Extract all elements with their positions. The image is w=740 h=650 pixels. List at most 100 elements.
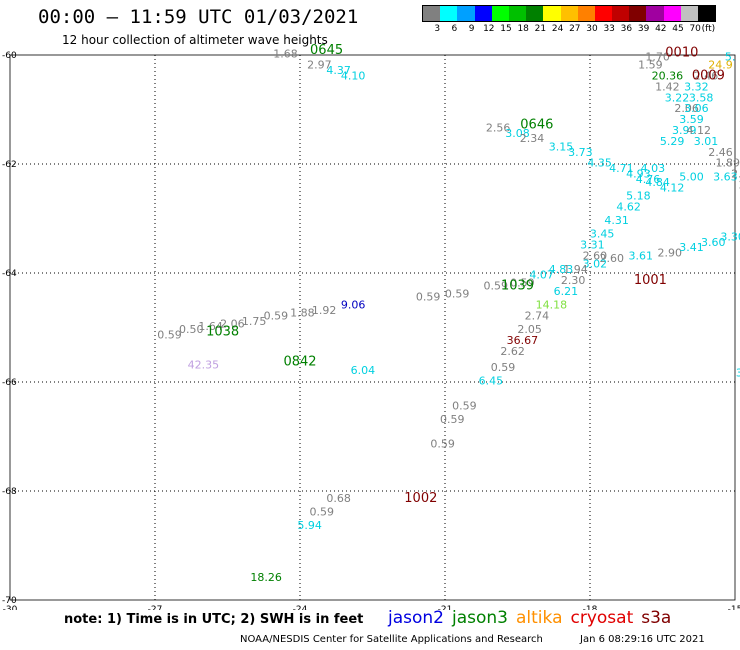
wave-height-label: 2.06 (674, 102, 699, 115)
legend-label: 36 (620, 24, 633, 34)
wave-height-label: 0.59 (430, 437, 455, 450)
wave-height-label: 0.59 (491, 361, 516, 374)
wave-height-label: 0.59 (310, 506, 335, 519)
color-legend: 3 6 9 12 15 18 21 24 27 30 33 36 39 42 45 70 (ft) (422, 5, 717, 38)
legend-label: 39 (637, 24, 650, 34)
wave-height-label: 3.15 (549, 140, 574, 153)
wave-height-label: 4.12 (687, 124, 712, 137)
wave-height-label: 3.06 (684, 102, 709, 115)
wave-height-label: 2.30 (561, 274, 586, 287)
legend-labels: 3 6 9 12 15 18 21 24 27 30 33 36 39 42 45 70 (ft) (422, 24, 716, 38)
wave-height-label: 18.26 (250, 571, 282, 584)
legend-swatch (491, 6, 509, 21)
lat-tick-label: -68 (2, 487, 17, 497)
legend-label: 9 (468, 24, 475, 34)
wave-height-label: 3.58 (689, 91, 714, 104)
lon-tick-label: -21 (438, 605, 453, 610)
wave-height-label: 6.21 (554, 285, 579, 298)
wave-height-label: 0.50 (179, 323, 204, 336)
map-subtitle: 12 hour collection of altimeter wave hei… (62, 33, 328, 47)
wave-height-label: 4.71 (609, 162, 634, 175)
satellite-label: jason3 (452, 608, 508, 628)
legend-swatch (508, 6, 527, 21)
pass-time-label: 0645 (310, 43, 343, 58)
lon-tick-label: -15 (728, 605, 740, 610)
wave-height-label: 1.42 (655, 80, 680, 93)
wave-height-label: 0.59 (157, 328, 182, 341)
wave-height-label: 4.03 (641, 162, 666, 175)
wave-height-label: 4.31 (604, 214, 629, 227)
wave-height-label: 0.59 (264, 309, 289, 322)
legend-label: 45 (672, 24, 684, 34)
wave-height-label: 3.45 (590, 228, 615, 241)
legend-swatch (457, 6, 475, 21)
wave-height-label: 36.67 (507, 334, 539, 347)
pass-time-label: 1002 (404, 491, 437, 506)
legend-swatch (577, 6, 595, 21)
wave-height-label: 2.62 (500, 345, 525, 358)
wave-height-label: 3.08 (505, 127, 530, 140)
pass-time-label: 1039 (501, 278, 534, 293)
wave-height-label: 2.60 (600, 252, 625, 265)
legend-label: 15 (500, 24, 512, 34)
legend-label: 33 (603, 24, 615, 34)
legend-color-bar (422, 5, 717, 22)
wave-height-label: 3.31 (580, 238, 605, 251)
note-text: note: 1) Time is in UTC; 2) SWH is in fe… (64, 612, 364, 627)
wave-height-label: 0.59 (440, 413, 465, 426)
wave-height-label: 0.59 (510, 277, 535, 290)
wave-height-label: 3.41 (679, 241, 704, 254)
legend-label: 18 (517, 24, 529, 34)
wave-height-label: 1.75 (242, 315, 267, 328)
lat-tick-label: -64 (2, 269, 17, 279)
wave-height-label: 2.97 (307, 59, 332, 72)
legend-swatch (680, 6, 698, 21)
pass-time-label: 1038 (206, 325, 239, 340)
footer-timestamp: Jan 6 08:29:16 UTC 2021 (580, 634, 705, 645)
wave-height-label: 14.18 (536, 298, 568, 311)
map-frame (9, 54, 736, 601)
wave-height-label: 0.59 (452, 399, 477, 412)
wave-height-label: 0.59 (445, 288, 470, 301)
legend-label: 21 (534, 24, 547, 34)
wave-height-label: 2.06 (220, 318, 245, 331)
legend-label: 70 (689, 24, 701, 34)
wave-height-label: 1.94 (563, 263, 588, 276)
legend-swatch (560, 6, 578, 21)
wave-height-label: 4.35 (587, 157, 612, 170)
wave-height-label: 4.76 (636, 173, 661, 186)
satellite-label: cryosat (570, 608, 634, 628)
legend-label: 42 (655, 24, 667, 34)
wave-height-label: 4.12 (660, 181, 685, 194)
wave-height-label: 3.73 (568, 146, 593, 159)
wave-height-label: 3.30 (720, 230, 740, 243)
legend-label: 30 (586, 24, 598, 34)
legend-swatch (663, 6, 681, 21)
wave-height-label: 4.07 (529, 268, 554, 281)
wave-height-label: 1.88 (290, 307, 315, 320)
wave-height-label: 2.90 (658, 247, 683, 260)
lat-tick-label: -66 (2, 378, 17, 388)
wave-height-label: 6.45 (479, 375, 504, 388)
wave-height-label: 0.68 (326, 492, 351, 505)
wave-height-label: 2.56 (486, 121, 511, 134)
wave-height-label: 2.34 (520, 132, 545, 145)
wave-height-label: 3.8 (736, 367, 740, 380)
satellite-label: jason2 (388, 608, 444, 628)
wave-height-label: 5.29 (660, 135, 685, 148)
pass-time-label: 0842 (283, 355, 316, 370)
lon-tick-label: -27 (148, 605, 163, 610)
wave-height-label: 3.32 (684, 80, 709, 93)
pass-time-label: 0010 (665, 46, 698, 61)
legend-label: 27 (569, 24, 581, 34)
lon-tick-label: -24 (293, 605, 308, 610)
satellite-key: jason2 jason3 altika cryosat s3a (388, 608, 679, 628)
wave-height-label: 24.9 (708, 59, 733, 72)
pass-time-label: 0009 (692, 69, 725, 84)
wave-height-label: 9.06 (341, 298, 366, 311)
legend-swatch (526, 6, 544, 21)
legend-swatch (594, 6, 613, 21)
wave-height-label: 1.64 (198, 320, 223, 333)
legend-swatch (646, 6, 664, 21)
wave-height-label: 3.59 (679, 113, 704, 126)
